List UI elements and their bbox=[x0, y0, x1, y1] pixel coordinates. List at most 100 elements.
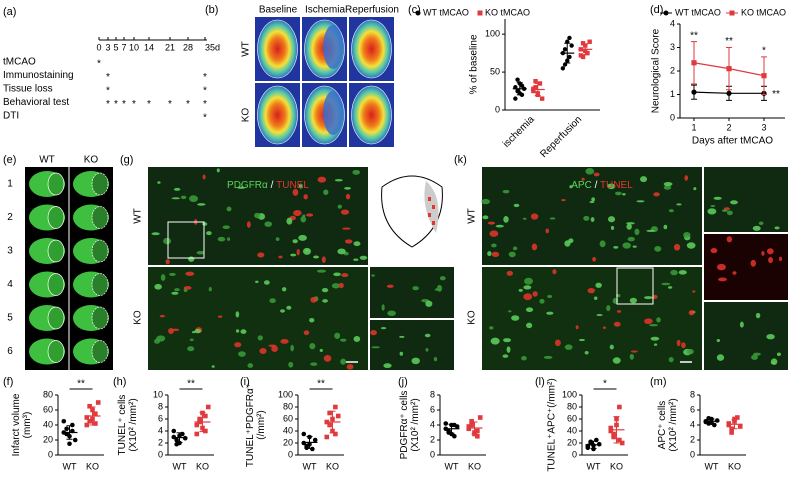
x-tick-label: WT bbox=[587, 461, 601, 471]
cell-signal bbox=[411, 357, 420, 365]
data-point bbox=[726, 421, 732, 426]
data-point bbox=[735, 415, 740, 420]
tunel-signal bbox=[531, 243, 538, 251]
cell-signal bbox=[643, 296, 653, 300]
cell-signal bbox=[310, 362, 318, 366]
tunel-signal bbox=[717, 263, 726, 271]
y-tick-label: 2 bbox=[670, 65, 675, 75]
cell-signal bbox=[163, 237, 172, 245]
cell-signal bbox=[235, 311, 240, 318]
cell-signal bbox=[189, 195, 198, 203]
data-point bbox=[588, 439, 593, 445]
data-point bbox=[611, 431, 616, 437]
cell-signal bbox=[654, 246, 662, 252]
row-label: KO bbox=[467, 310, 478, 325]
tunel-signal bbox=[171, 328, 180, 332]
cell-signal bbox=[171, 197, 181, 200]
cell-signal bbox=[546, 311, 554, 315]
y-axis-label: (X10² /mm²) bbox=[410, 398, 421, 451]
panel-label: (j) bbox=[398, 376, 408, 388]
cell-signal bbox=[490, 337, 500, 345]
data-point bbox=[585, 50, 590, 56]
legend-label: KO tMCAO bbox=[485, 7, 530, 17]
cell-signal bbox=[319, 348, 323, 352]
tunel-signal bbox=[259, 348, 267, 355]
y-tick-label: 50 bbox=[490, 66, 500, 76]
cell-signal bbox=[194, 329, 201, 334]
panel-label: (k) bbox=[454, 154, 467, 166]
cell-signal bbox=[236, 186, 246, 189]
tunel-signal bbox=[217, 315, 223, 318]
cell-signal bbox=[626, 223, 632, 230]
data-point bbox=[335, 413, 341, 419]
data-point bbox=[567, 54, 572, 60]
brain-perfusion bbox=[351, 19, 392, 79]
data-point bbox=[95, 400, 101, 405]
cell-signal bbox=[758, 221, 764, 226]
data-point bbox=[737, 424, 743, 429]
cell-signal bbox=[686, 348, 694, 355]
tunel-signal bbox=[630, 350, 638, 353]
tunel-signal bbox=[340, 209, 350, 215]
tunel-signal bbox=[592, 257, 597, 262]
cell-signal bbox=[263, 280, 270, 285]
infarct-outline bbox=[91, 340, 109, 363]
cell-signal bbox=[752, 225, 761, 231]
timepoint-label: 35d bbox=[205, 42, 220, 52]
row-label: 5 bbox=[7, 313, 13, 324]
cell-signal bbox=[751, 354, 758, 360]
cell-signal bbox=[726, 210, 733, 216]
y-tick-label: 40 bbox=[43, 419, 53, 429]
timepoint-label: 14 bbox=[144, 42, 154, 52]
y-tick-label: 100 bbox=[562, 389, 577, 399]
cell-signal bbox=[173, 187, 181, 191]
data-point bbox=[466, 424, 472, 429]
data-point bbox=[84, 422, 90, 428]
tunel-signal bbox=[159, 314, 165, 318]
cell-signal bbox=[187, 346, 195, 352]
cell-signal bbox=[506, 346, 511, 353]
timepoint-label: 3 bbox=[105, 42, 110, 52]
tunel-signal bbox=[303, 194, 308, 200]
y-tick-label: 0 bbox=[288, 449, 293, 459]
cell-signal bbox=[710, 204, 716, 208]
data-point bbox=[608, 428, 614, 434]
infarct-outline bbox=[47, 206, 65, 229]
protocol-marker: * bbox=[203, 99, 207, 110]
brain-perfusion bbox=[257, 85, 298, 145]
tunel-signal bbox=[246, 221, 251, 228]
data-point bbox=[761, 73, 767, 79]
cell-signal bbox=[656, 317, 661, 323]
cell-signal bbox=[226, 237, 231, 241]
x-tick-label: KO bbox=[326, 461, 339, 471]
data-point bbox=[301, 431, 307, 437]
cell-signal bbox=[353, 336, 361, 343]
tunel-signal bbox=[768, 256, 774, 264]
tunel-signal bbox=[554, 339, 561, 347]
row-label: 3 bbox=[7, 246, 13, 257]
tunel-signal bbox=[587, 287, 596, 294]
y-axis-label: (/mm²) bbox=[256, 410, 267, 439]
significance: ** bbox=[772, 89, 780, 100]
cell-signal bbox=[491, 243, 497, 248]
tunel-signal bbox=[338, 282, 344, 289]
y-axis-label: % of baseline bbox=[469, 34, 480, 94]
cell-signal bbox=[774, 226, 780, 230]
significance: ** bbox=[725, 36, 733, 47]
data-point bbox=[87, 403, 92, 409]
tunel-signal bbox=[523, 293, 533, 301]
tunel-signal bbox=[292, 188, 299, 196]
cell-signal bbox=[281, 287, 287, 292]
cell-signal bbox=[340, 358, 347, 365]
data-point bbox=[531, 88, 536, 94]
cell-signal bbox=[739, 321, 744, 328]
cell-signal bbox=[323, 189, 329, 196]
legend-label: WT tMCAO bbox=[423, 7, 469, 17]
cell-signal bbox=[353, 258, 359, 261]
y-axis-label: (mm³) bbox=[22, 412, 33, 439]
row-label: 4 bbox=[7, 279, 13, 290]
data-point bbox=[513, 96, 518, 101]
tunel-signal bbox=[278, 255, 283, 259]
data-point bbox=[87, 418, 92, 424]
tunel-signal bbox=[234, 342, 242, 348]
